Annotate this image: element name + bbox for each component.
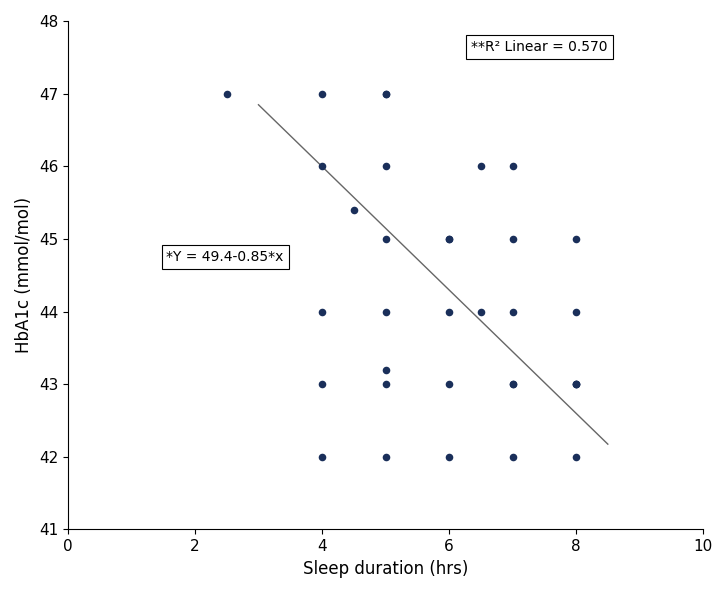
Point [570,307,582,317]
Point [507,234,518,244]
Point [316,162,328,171]
Point [475,307,486,317]
Point [570,452,582,461]
Point [380,452,392,461]
Point [380,234,392,244]
Point [507,380,518,389]
Point [475,162,486,171]
Point [443,452,455,461]
Point [380,307,392,317]
Point [570,380,582,389]
Y-axis label: HbA1c (mmol/mol): HbA1c (mmol/mol) [15,197,33,353]
Point [380,365,392,374]
Point [348,205,360,215]
Point [443,380,455,389]
Point [507,307,518,317]
Point [507,162,518,171]
Point [507,380,518,389]
Point [380,89,392,98]
X-axis label: Sleep duration (hrs): Sleep duration (hrs) [303,560,468,578]
Point [316,380,328,389]
Point [443,234,455,244]
Point [316,452,328,461]
Point [380,380,392,389]
Point [507,452,518,461]
Text: **R² Linear = 0.570: **R² Linear = 0.570 [471,40,608,54]
Point [443,234,455,244]
Point [443,307,455,317]
Point [316,307,328,317]
Point [380,162,392,171]
Point [570,380,582,389]
Point [316,89,328,98]
Point [570,380,582,389]
Point [221,89,232,98]
Point [570,234,582,244]
Point [380,89,392,98]
Text: *Y = 49.4-0.85*x: *Y = 49.4-0.85*x [167,250,284,264]
